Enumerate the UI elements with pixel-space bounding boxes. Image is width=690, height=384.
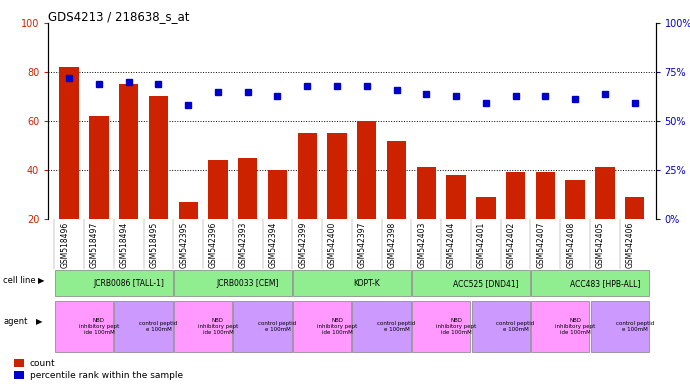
- Text: control peptid
e 100mM: control peptid e 100mM: [139, 321, 177, 332]
- Bar: [327, 133, 346, 268]
- Bar: [115, 301, 172, 352]
- Bar: [566, 180, 585, 268]
- Text: ACC525 [DND41]: ACC525 [DND41]: [453, 279, 519, 288]
- Text: control peptid
e 100mM: control peptid e 100mM: [497, 321, 535, 332]
- Text: GSM542403: GSM542403: [417, 221, 426, 268]
- Bar: [149, 96, 168, 268]
- Text: GSM542400: GSM542400: [328, 221, 337, 268]
- Text: GSM542402: GSM542402: [506, 221, 515, 268]
- Text: control peptid
e 100mM: control peptid e 100mM: [615, 321, 654, 332]
- Bar: [387, 141, 406, 268]
- Text: ▶: ▶: [36, 316, 42, 326]
- Text: cell line: cell line: [3, 276, 36, 285]
- Bar: [357, 121, 377, 268]
- Text: GSM542399: GSM542399: [298, 221, 307, 268]
- Bar: [595, 167, 615, 268]
- Text: GDS4213 / 218638_s_at: GDS4213 / 218638_s_at: [48, 10, 190, 23]
- Text: JCRB0086 [TALL-1]: JCRB0086 [TALL-1]: [93, 279, 164, 288]
- Text: NBD
inhibitory pept
ide 100mM: NBD inhibitory pept ide 100mM: [317, 318, 357, 335]
- Bar: [471, 301, 530, 352]
- Bar: [531, 270, 649, 296]
- Text: GSM542396: GSM542396: [209, 221, 218, 268]
- Text: percentile rank within the sample: percentile rank within the sample: [30, 371, 183, 380]
- Bar: [238, 158, 257, 268]
- Bar: [297, 133, 317, 268]
- Bar: [591, 301, 649, 352]
- Bar: [119, 84, 138, 268]
- Bar: [233, 301, 292, 352]
- Text: GSM542397: GSM542397: [358, 221, 367, 268]
- Text: control peptid
e 100mM: control peptid e 100mM: [258, 321, 297, 332]
- Text: GSM542395: GSM542395: [179, 221, 188, 268]
- Bar: [412, 270, 530, 296]
- Bar: [476, 197, 495, 268]
- Text: ACC483 [HPB-ALL]: ACC483 [HPB-ALL]: [570, 279, 640, 288]
- Bar: [625, 197, 644, 268]
- Text: GSM542404: GSM542404: [447, 221, 456, 268]
- Bar: [535, 172, 555, 268]
- Bar: [174, 301, 233, 352]
- Text: GSM518495: GSM518495: [150, 221, 159, 268]
- Bar: [293, 270, 411, 296]
- Text: agent: agent: [3, 316, 28, 326]
- Text: GSM518497: GSM518497: [90, 221, 99, 268]
- Bar: [412, 301, 471, 352]
- Bar: [446, 175, 466, 268]
- Text: KOPT-K: KOPT-K: [353, 279, 380, 288]
- Text: GSM542398: GSM542398: [388, 221, 397, 268]
- Text: GSM542401: GSM542401: [477, 221, 486, 268]
- Text: NBD
inhibitory pept
ide 100mM: NBD inhibitory pept ide 100mM: [79, 318, 119, 335]
- Bar: [55, 270, 172, 296]
- Bar: [179, 202, 198, 268]
- Text: control peptid
e 100mM: control peptid e 100mM: [377, 321, 415, 332]
- Bar: [55, 301, 113, 352]
- Bar: [531, 301, 589, 352]
- Bar: [14, 359, 24, 367]
- Bar: [293, 301, 351, 352]
- Text: JCRB0033 [CEM]: JCRB0033 [CEM]: [217, 279, 279, 288]
- Text: GSM542405: GSM542405: [596, 221, 605, 268]
- Text: ▶: ▶: [38, 276, 44, 285]
- Bar: [14, 371, 24, 379]
- Text: NBD
inhibitory pept
ide 100mM: NBD inhibitory pept ide 100mM: [436, 318, 476, 335]
- Bar: [59, 67, 79, 268]
- Text: GSM518494: GSM518494: [119, 221, 128, 268]
- Text: GSM542407: GSM542407: [536, 221, 545, 268]
- Bar: [174, 270, 292, 296]
- Bar: [89, 116, 108, 268]
- Text: GSM542394: GSM542394: [268, 221, 277, 268]
- Bar: [506, 172, 525, 268]
- Text: NBD
inhibitory pept
ide 100mM: NBD inhibitory pept ide 100mM: [198, 318, 238, 335]
- Text: GSM542393: GSM542393: [239, 221, 248, 268]
- Text: GSM542406: GSM542406: [626, 221, 635, 268]
- Bar: [417, 167, 436, 268]
- Text: GSM518496: GSM518496: [60, 221, 69, 268]
- Bar: [268, 170, 287, 268]
- Bar: [208, 160, 228, 268]
- Text: GSM542408: GSM542408: [566, 221, 575, 268]
- Text: count: count: [30, 359, 55, 368]
- Text: NBD
inhibitory pept
ide 100mM: NBD inhibitory pept ide 100mM: [555, 318, 595, 335]
- Bar: [353, 301, 411, 352]
